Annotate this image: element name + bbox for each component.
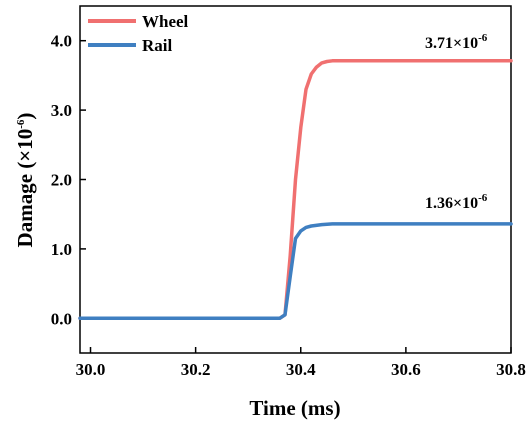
x-tick-label: 30.0 <box>76 360 106 379</box>
legend: Wheel Rail <box>88 12 189 55</box>
x-tick-label: 30.8 <box>496 360 526 379</box>
x-tick-label: 30.6 <box>391 360 421 379</box>
y-tick-label: 0.0 <box>51 309 72 328</box>
y-tick-label: 3.0 <box>51 101 72 120</box>
legend-label-rail: Rail <box>142 36 173 55</box>
y-axis-label: Damage (×10-6) <box>13 113 37 248</box>
x-tick-label: 30.4 <box>286 360 316 379</box>
y-tick-label: 1.0 <box>51 240 72 259</box>
series-line-rail <box>78 222 513 321</box>
annotation-wheel: 3.71×10-6 <box>425 32 488 52</box>
x-tick-label: 30.2 <box>181 360 211 379</box>
series-layer <box>78 59 513 321</box>
x-axis-ticks: 30.0 30.2 30.4 30.6 30.8 <box>76 347 526 379</box>
legend-label-wheel: Wheel <box>142 12 189 31</box>
y-axis-ticks: 0.0 1.0 2.0 3.0 4.0 <box>51 32 86 328</box>
y-tick-label: 2.0 <box>51 171 72 190</box>
x-axis-label: Time (ms) <box>249 396 340 420</box>
series-line-wheel <box>78 59 513 321</box>
y-tick-label: 4.0 <box>51 32 72 51</box>
annotation-rail: 1.36×10-6 <box>425 192 488 212</box>
